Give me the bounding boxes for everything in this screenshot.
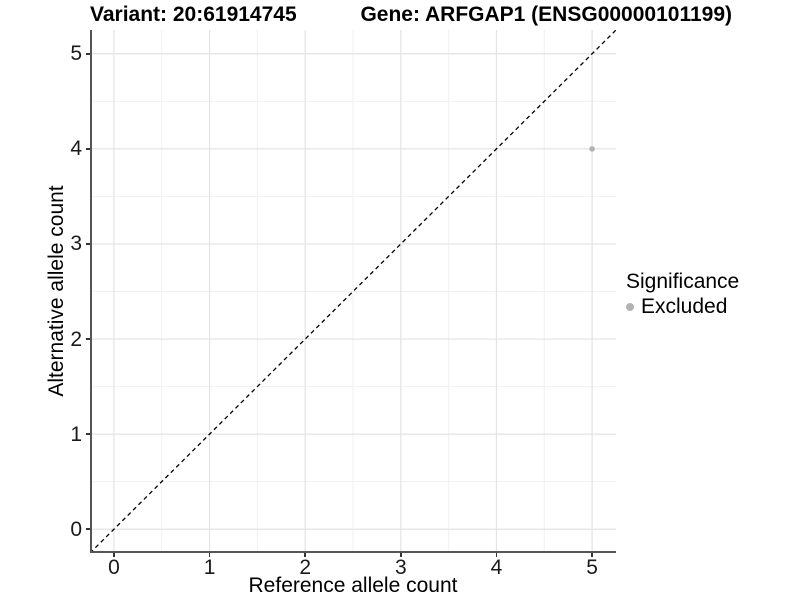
- x-tick-mark: [304, 553, 306, 557]
- y-tick-mark: [86, 528, 90, 530]
- legend-point-icon: [626, 302, 634, 311]
- x-axis-title: Reference allele count: [248, 574, 458, 597]
- x-tick-label: 5: [586, 556, 598, 579]
- legend-item: Excluded: [626, 296, 739, 317]
- x-tick-label: 3: [394, 556, 407, 579]
- y-tick-mark: [86, 243, 90, 245]
- x-tick-label: 0: [108, 556, 120, 579]
- plot-canvas: [90, 30, 616, 553]
- y-tick-label: 1: [70, 422, 82, 446]
- legend-title: Significance: [626, 270, 740, 293]
- x-tick-mark: [495, 553, 498, 557]
- y-tick-label: 2: [70, 327, 82, 351]
- legend-item-label: Excluded: [641, 295, 728, 318]
- x-tick-label: 2: [299, 556, 312, 579]
- x-tick-mark: [113, 553, 115, 557]
- data-point: [589, 146, 595, 152]
- gene-title: Gene: ARFGAP1 (ENSG00000101199): [360, 3, 732, 26]
- plot-panel: [90, 30, 616, 553]
- y-tick-label: 5: [70, 42, 82, 66]
- legend-items: Excluded: [626, 296, 739, 317]
- y-tick-label: 0: [70, 517, 82, 541]
- x-tick-mark: [591, 553, 593, 557]
- y-axis-title: Alternative allele count: [45, 185, 68, 397]
- x-tick-mark: [400, 553, 402, 557]
- y-tick-mark: [86, 433, 90, 435]
- legend: Significance Excluded: [626, 271, 739, 317]
- y-tick-mark: [86, 53, 90, 55]
- y-tick-mark: [86, 148, 90, 150]
- plot-title-row: Variant: 20:61914745 Gene: ARFGAP1 (ENSG…: [90, 3, 732, 27]
- y-tick-label: 3: [70, 232, 82, 256]
- x-tick-mark: [208, 553, 211, 557]
- identity-reference-line: [90, 30, 616, 553]
- y-tick-mark: [86, 338, 90, 340]
- x-tick-label: 4: [490, 556, 503, 579]
- x-tick-label: 1: [203, 556, 216, 579]
- y-tick-label: 4: [70, 137, 82, 161]
- variant-title: Variant: 20:61914745: [90, 3, 297, 26]
